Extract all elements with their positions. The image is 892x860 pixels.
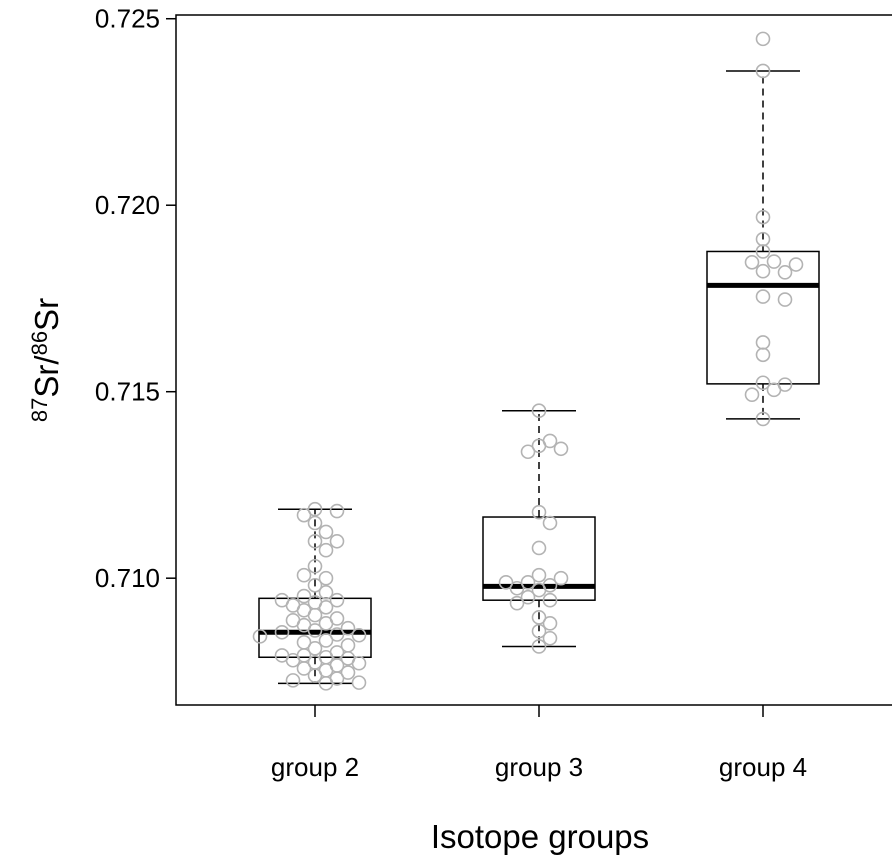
x-axis-label: Isotope groups (431, 818, 649, 855)
data-point (318, 570, 334, 586)
data-point (542, 592, 558, 608)
mass-number: 86 (27, 331, 52, 355)
data-point (509, 580, 525, 596)
data-point (296, 588, 312, 604)
data-point (531, 639, 547, 654)
data-point (329, 533, 345, 549)
data-point (755, 289, 771, 304)
data-point (285, 673, 301, 688)
data-point (520, 444, 536, 460)
data-point (531, 540, 547, 556)
data-point (520, 574, 536, 590)
data-point (531, 504, 547, 520)
data-point (329, 627, 345, 642)
data-point (296, 507, 312, 523)
mass-number: 87 (27, 398, 52, 422)
data-point (318, 616, 334, 631)
data-point (252, 629, 268, 644)
data-point (542, 630, 558, 646)
data-point (318, 524, 334, 540)
box (482, 516, 596, 601)
data-point (531, 567, 547, 583)
y-tick-label: 0.725 (95, 4, 160, 34)
data-point (509, 595, 525, 611)
data-point (755, 244, 771, 259)
y-tick-label: 0.715 (95, 377, 160, 407)
data-point (755, 263, 771, 279)
data-point (274, 624, 290, 640)
element: Sr (28, 298, 65, 331)
data-point (307, 558, 323, 574)
data-point (531, 582, 547, 598)
y-tick-label: 0.710 (95, 563, 160, 593)
data-point (542, 616, 558, 631)
data-point (307, 668, 323, 683)
data-point (531, 403, 547, 419)
data-point (755, 375, 771, 391)
data-point (755, 209, 771, 225)
data-point (318, 585, 334, 600)
data-point (307, 533, 323, 549)
data-point (296, 567, 312, 583)
data-point (744, 254, 760, 270)
x-tick-label: group 3 (495, 752, 583, 782)
data-point (531, 623, 547, 639)
x-tick-label: group 4 (719, 752, 807, 782)
y-axis-label: 87Sr/86Sr (27, 298, 65, 422)
data-point (777, 265, 793, 280)
data-point (307, 623, 323, 638)
box (258, 597, 372, 659)
data-point (318, 542, 334, 558)
data-point (307, 607, 323, 623)
element: Sr/ (28, 355, 65, 398)
data-point (542, 433, 558, 449)
data-point (744, 387, 760, 402)
data-point (307, 515, 323, 531)
data-point (755, 31, 771, 47)
data-point (351, 627, 367, 643)
data-point (755, 63, 771, 79)
data-point (520, 589, 536, 605)
data-point (766, 382, 782, 398)
data-point (318, 633, 334, 648)
data-point (340, 620, 356, 636)
data-point (296, 661, 312, 676)
data-point (285, 652, 301, 668)
box (706, 250, 820, 385)
data-point (788, 257, 804, 272)
data-point (329, 503, 345, 519)
data-point (553, 570, 569, 586)
data-point (340, 665, 356, 680)
data-point (755, 347, 771, 363)
data-point (755, 335, 771, 350)
data-point (307, 641, 323, 656)
data-point (351, 675, 367, 690)
data-point (777, 292, 793, 307)
data-point (318, 676, 334, 691)
data-point (498, 574, 514, 590)
plot-frame (175, 14, 892, 706)
data-point (318, 599, 334, 615)
data-point (755, 411, 771, 427)
data-point (766, 254, 782, 269)
data-point (542, 515, 558, 531)
data-point (351, 655, 367, 671)
data-point (329, 592, 345, 608)
y-tick-label: 0.720 (95, 190, 160, 220)
x-tick-label: group 2 (271, 752, 359, 782)
data-point (307, 577, 323, 593)
data-point (553, 441, 569, 457)
